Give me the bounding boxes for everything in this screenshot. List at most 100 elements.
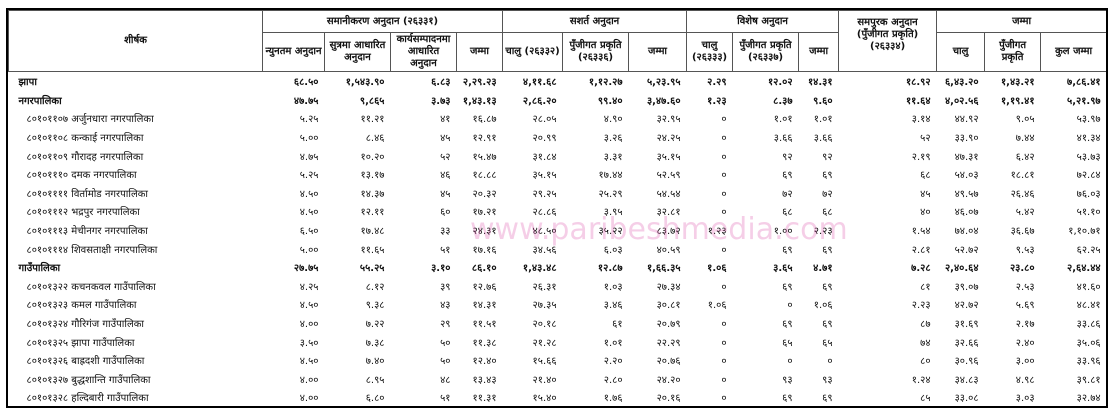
cell: २०.१८ bbox=[532, 319, 557, 331]
cell: ८३.७२ bbox=[656, 226, 681, 238]
cell: ७४.०४ bbox=[954, 226, 979, 238]
cell: ४१.३४ bbox=[1076, 133, 1101, 145]
cell: १८.८१ bbox=[1010, 170, 1035, 182]
cell: ३.६५ bbox=[773, 263, 793, 275]
cell: ४८.४१ bbox=[1076, 300, 1101, 312]
cell: ३६.६७ bbox=[1010, 226, 1035, 238]
cell: ५४.०३ bbox=[954, 170, 979, 182]
row-title: झापा bbox=[18, 77, 37, 89]
cell: १,६६.३५ bbox=[646, 263, 681, 275]
cell: ६.८३ bbox=[431, 77, 451, 89]
cell: ६.०३ bbox=[603, 244, 623, 256]
cell: ३९.०७ bbox=[954, 281, 979, 293]
cell: २,४०.६४ bbox=[944, 263, 979, 275]
row-title: ८०१०१११० दमक नगरपालिका bbox=[26, 170, 137, 182]
cell: ३.४६ bbox=[603, 300, 623, 312]
cell: ५.२५ bbox=[299, 114, 319, 126]
cell: २४.२५ bbox=[656, 133, 681, 145]
cell: ३०.८१ bbox=[656, 300, 681, 312]
cell: ६९ bbox=[822, 244, 833, 256]
cell: ६९ bbox=[822, 393, 833, 405]
column-header: कुल जम्मा bbox=[1040, 32, 1106, 72]
cell: ५२.७२ bbox=[954, 244, 979, 256]
cell: ४.०० bbox=[299, 319, 319, 331]
cell: १.०३ bbox=[603, 281, 623, 293]
cell: ३२.६६ bbox=[954, 337, 979, 349]
column-header: जम्मा bbox=[628, 32, 688, 72]
cell: ११.६५ bbox=[360, 244, 385, 256]
cell: ४०.५९ bbox=[656, 244, 681, 256]
column-header: कार्यसम्पादनमा आधारित अनुदान bbox=[390, 32, 457, 72]
table-row: ८०१०११०९ गौरादह नगरपालिका ४.७५ १०.२० ५२ १५.४… bbox=[9, 146, 1107, 165]
column-header: न्युनतम अनुदान bbox=[262, 32, 325, 72]
cell: १७.४८ bbox=[360, 226, 385, 238]
cell: २०.७९ bbox=[656, 319, 681, 331]
cell: ३३ bbox=[440, 226, 451, 238]
cell: १२.४० bbox=[472, 356, 497, 368]
cell: ० bbox=[721, 207, 727, 219]
cell: ६५ bbox=[822, 337, 833, 349]
cell: ६८.५० bbox=[293, 77, 319, 89]
cell: ३०.९६ bbox=[954, 356, 979, 368]
cell: ९.३८ bbox=[365, 300, 385, 312]
cell: ७२ bbox=[782, 188, 793, 200]
column-header: जम्मा bbox=[798, 32, 840, 72]
cell: १,१२.२७ bbox=[588, 77, 623, 89]
cell: २.२० bbox=[603, 356, 623, 368]
cell: ४.५० bbox=[299, 207, 319, 219]
cell: ४५ bbox=[440, 133, 451, 145]
row-title: ८०१०११०९ गौरादह नगरपालिका bbox=[26, 151, 144, 163]
cell: ० bbox=[721, 393, 727, 405]
cell: ६८ bbox=[782, 207, 793, 219]
cell: २,८६.२० bbox=[522, 95, 557, 107]
cell: २३.८० bbox=[1009, 263, 1035, 275]
cell: १२.८७ bbox=[597, 263, 623, 275]
cell: ९२ bbox=[782, 151, 793, 163]
cell: ७.२२ bbox=[365, 319, 385, 331]
cell: ३.६६ bbox=[773, 133, 793, 145]
cell: ८.९५ bbox=[365, 374, 385, 386]
cell: १८.८८ bbox=[472, 170, 497, 182]
cell: १,१०.७१ bbox=[1068, 226, 1101, 238]
cell: ९३ bbox=[782, 374, 793, 386]
cell: १.०० bbox=[773, 226, 793, 238]
cell: ३.१० bbox=[431, 263, 451, 275]
cell: १.०१ bbox=[813, 114, 833, 126]
cell: ६९ bbox=[822, 319, 833, 331]
cell: ५२.५९ bbox=[656, 170, 681, 182]
column-header: चालु (२६३३२) bbox=[502, 32, 564, 72]
cell: ५३.९७ bbox=[1076, 114, 1101, 126]
cell: १,५४३.९० bbox=[345, 77, 385, 89]
cell: ८५ bbox=[920, 393, 931, 405]
cell: १७.२१ bbox=[472, 207, 497, 219]
cell: ११.५१ bbox=[472, 319, 497, 331]
cell: ३.९५ bbox=[603, 207, 623, 219]
cell: ८१ bbox=[920, 281, 931, 293]
cell: २०.३२ bbox=[472, 188, 497, 200]
row-title: ८०१०१३२५ झापा गाउँपालिका bbox=[26, 337, 135, 349]
cell: ८.३७ bbox=[773, 95, 793, 107]
cell: ५२ bbox=[440, 151, 451, 163]
cell: ७४ bbox=[920, 337, 931, 349]
cell: ० bbox=[721, 133, 727, 145]
cell: ६० bbox=[440, 207, 451, 219]
cell: १.०१ bbox=[773, 114, 793, 126]
cell: ४.९८ bbox=[1015, 374, 1035, 386]
cell: ३.५० bbox=[299, 337, 319, 349]
cell: ३,४७.६० bbox=[646, 95, 681, 107]
cell: १,४३.१३ bbox=[462, 95, 497, 107]
cell: २७.३४ bbox=[656, 281, 681, 293]
cell: ३५.०६ bbox=[1076, 337, 1101, 349]
cell: ६१ bbox=[612, 319, 623, 331]
cell: ६,४३.२० bbox=[944, 77, 979, 89]
cell: ९२ bbox=[822, 151, 833, 163]
cell: ३२.९५ bbox=[656, 114, 681, 126]
cell: ७.४४ bbox=[1015, 133, 1035, 145]
cell: २७.७५ bbox=[293, 263, 319, 275]
cell: ४७.७५ bbox=[293, 95, 319, 107]
table-row: ८०१०१११४ शिवसताक्षी नगरपालिका ५.०० ११.६५ ५१… bbox=[9, 239, 1107, 258]
cell: ६.५० bbox=[299, 226, 319, 238]
cell: ४८.५० bbox=[532, 226, 557, 238]
cell: ८० bbox=[920, 356, 931, 368]
cell: ४८ bbox=[440, 374, 451, 386]
